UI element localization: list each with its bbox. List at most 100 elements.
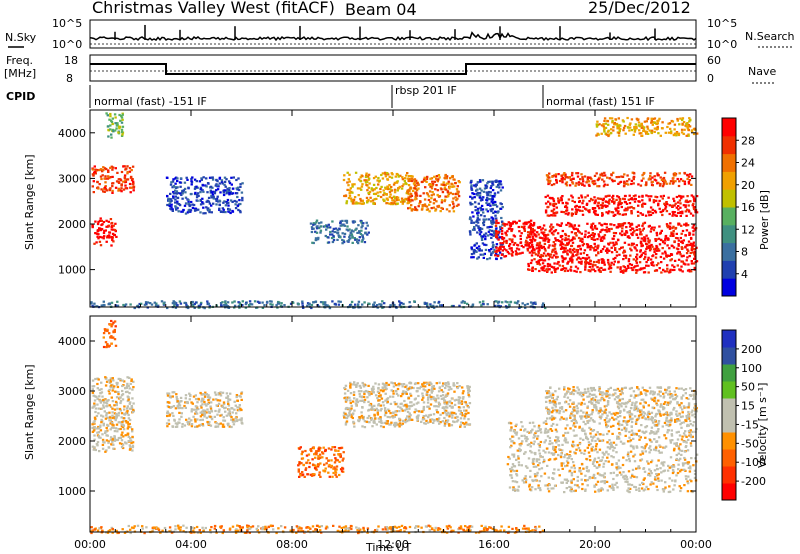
- echo-cell: [490, 185, 493, 188]
- echo-cell: [486, 182, 489, 185]
- echo-cell: [100, 407, 103, 410]
- echo-cell: [664, 207, 667, 210]
- echo-cell: [298, 447, 301, 450]
- echo-cell: [383, 192, 386, 195]
- echo-cell: [655, 122, 659, 125]
- echo-cell: [238, 306, 241, 309]
- echo-cell: [312, 447, 315, 450]
- echo-cell: [253, 300, 257, 303]
- echo-cell: [654, 211, 658, 214]
- echo-cell: [513, 242, 517, 245]
- echo-cell: [168, 395, 172, 398]
- echo-cell: [601, 206, 604, 209]
- echo-cell: [656, 182, 659, 185]
- echo-cell: [407, 193, 410, 196]
- echo-cell: [534, 301, 537, 304]
- echo-cell: [479, 199, 483, 202]
- nsky-tick-bottom: 10^0: [52, 38, 82, 51]
- echo-cell: [567, 260, 570, 263]
- echo-cell: [381, 172, 385, 175]
- echo-cell: [116, 171, 119, 174]
- echo-cell: [531, 231, 535, 234]
- echo-cell: [122, 303, 125, 307]
- echo-cell: [648, 249, 652, 252]
- echo-cell: [420, 180, 424, 184]
- echo-cell: [589, 259, 592, 262]
- colorbar-segment: [722, 189, 736, 208]
- echo-cell: [638, 124, 641, 127]
- echo-cell: [205, 404, 208, 407]
- echo-cell: [680, 232, 683, 235]
- echo-cell: [590, 268, 593, 271]
- echo-cell: [181, 407, 184, 410]
- echo-cell: [439, 421, 442, 424]
- echo-cell: [241, 199, 244, 202]
- echo-cell: [337, 449, 340, 452]
- echo-cell: [444, 419, 448, 422]
- echo-cell: [566, 249, 569, 252]
- echo-cell: [685, 214, 688, 217]
- echo-cell: [677, 208, 680, 211]
- echo-cell: [648, 239, 651, 242]
- echo-cell: [675, 132, 678, 135]
- echo-cell: [327, 241, 331, 244]
- echo-cell: [339, 224, 342, 227]
- echo-cell: [397, 394, 400, 397]
- echo-cell: [94, 418, 97, 421]
- echo-cell: [665, 182, 668, 185]
- echo-cell: [166, 414, 169, 418]
- echo-cell: [491, 180, 494, 183]
- echo-cell: [596, 245, 600, 248]
- echo-cell: [173, 302, 177, 305]
- echo-cell: [497, 247, 501, 250]
- echo-cell: [689, 236, 693, 240]
- echo-cell: [533, 232, 536, 235]
- echo-cell: [453, 185, 456, 188]
- echo-cell: [201, 201, 204, 204]
- echo-cell: [416, 182, 419, 185]
- echo-cell: [617, 182, 620, 185]
- echo-cell: [376, 397, 379, 400]
- echo-cell: [195, 408, 198, 411]
- echo-cell: [97, 412, 100, 415]
- echo-cell: [207, 396, 210, 399]
- echo-cell: [641, 267, 645, 270]
- echo-cell: [91, 385, 94, 388]
- echo-cell: [261, 301, 264, 304]
- echo-cell: [327, 236, 330, 239]
- echo-cell: [650, 121, 653, 124]
- echo-cell: [108, 332, 111, 335]
- echo-cell: [676, 119, 679, 122]
- echo-cell: [688, 120, 691, 123]
- echo-cell: [569, 265, 573, 268]
- echo-cell: [575, 172, 578, 175]
- echo-cell: [528, 268, 531, 271]
- echo-cell: [668, 254, 671, 257]
- echo-cell: [620, 205, 623, 209]
- echo-cell: [602, 185, 606, 188]
- echo-cell: [569, 259, 572, 262]
- echo-cell: [107, 175, 110, 178]
- echo-cell: [606, 247, 609, 250]
- echo-cell: [530, 259, 534, 262]
- echo-cell: [607, 210, 611, 213]
- echo-cell: [276, 302, 280, 305]
- echo-cell: [344, 219, 347, 222]
- echo-cell: [581, 183, 584, 186]
- echo-cell: [561, 256, 564, 259]
- echo-cell: [382, 193, 385, 197]
- echo-cell: [475, 242, 478, 245]
- echo-cell: [528, 242, 532, 245]
- echo-cell: [628, 129, 631, 132]
- echo-cell: [98, 219, 102, 222]
- y-tick-label: 3000: [58, 172, 86, 185]
- echo-cell: [104, 430, 107, 433]
- echo-cell: [653, 127, 657, 130]
- echo-cell: [407, 175, 411, 178]
- echo-cell: [608, 177, 612, 180]
- echo-cell: [116, 122, 119, 125]
- echo-cell: [612, 231, 616, 235]
- echo-cell: [548, 263, 552, 266]
- echo-cell: [538, 244, 541, 247]
- echo-cell: [107, 170, 110, 173]
